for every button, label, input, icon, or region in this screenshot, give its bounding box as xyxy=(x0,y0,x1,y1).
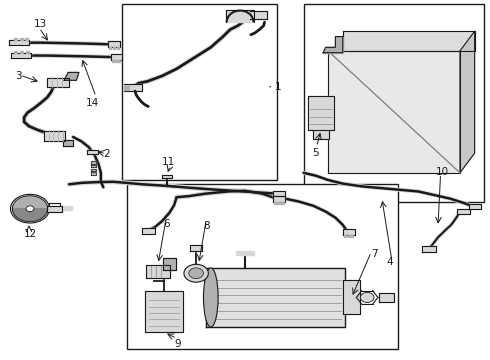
Polygon shape xyxy=(20,38,23,40)
Polygon shape xyxy=(190,244,202,251)
Polygon shape xyxy=(91,161,97,164)
Polygon shape xyxy=(343,280,360,315)
Polygon shape xyxy=(145,291,183,332)
Polygon shape xyxy=(26,51,28,53)
Text: 6: 6 xyxy=(163,220,170,229)
Polygon shape xyxy=(308,96,334,130)
Polygon shape xyxy=(119,59,121,62)
Bar xyxy=(127,184,398,348)
Polygon shape xyxy=(112,59,114,62)
Polygon shape xyxy=(14,38,17,40)
Text: 4: 4 xyxy=(387,257,393,267)
Text: 13: 13 xyxy=(34,19,47,30)
Text: 2: 2 xyxy=(103,149,110,159)
Polygon shape xyxy=(9,40,29,45)
Polygon shape xyxy=(25,38,27,40)
Bar xyxy=(304,4,485,202)
Text: 14: 14 xyxy=(86,98,99,108)
Polygon shape xyxy=(87,149,98,154)
Polygon shape xyxy=(457,209,470,214)
Circle shape xyxy=(184,264,208,282)
Polygon shape xyxy=(91,165,97,167)
Polygon shape xyxy=(278,202,280,204)
Text: 12: 12 xyxy=(24,229,37,239)
Polygon shape xyxy=(91,168,97,171)
Polygon shape xyxy=(44,131,65,140)
Circle shape xyxy=(360,292,374,302)
Polygon shape xyxy=(469,204,481,210)
Polygon shape xyxy=(162,175,172,178)
Polygon shape xyxy=(12,209,48,221)
Polygon shape xyxy=(281,202,284,204)
Circle shape xyxy=(26,206,34,212)
Text: 11: 11 xyxy=(162,157,175,167)
Ellipse shape xyxy=(203,268,218,327)
Polygon shape xyxy=(206,268,345,327)
Polygon shape xyxy=(143,228,155,234)
Text: 8: 8 xyxy=(203,221,210,231)
Polygon shape xyxy=(14,51,17,53)
Polygon shape xyxy=(117,46,119,49)
Polygon shape xyxy=(274,202,277,204)
Polygon shape xyxy=(236,251,254,255)
Polygon shape xyxy=(47,206,62,212)
Text: 9: 9 xyxy=(174,338,181,348)
Polygon shape xyxy=(115,59,117,62)
Polygon shape xyxy=(12,196,48,209)
Polygon shape xyxy=(113,46,115,49)
Polygon shape xyxy=(273,196,285,202)
Polygon shape xyxy=(351,235,353,237)
Polygon shape xyxy=(108,41,121,46)
Text: 10: 10 xyxy=(436,167,449,177)
Text: 3: 3 xyxy=(15,71,22,81)
Polygon shape xyxy=(347,235,349,237)
Polygon shape xyxy=(47,78,69,87)
Bar xyxy=(122,4,277,180)
Polygon shape xyxy=(343,229,355,235)
Polygon shape xyxy=(58,206,72,210)
Polygon shape xyxy=(20,51,23,53)
Polygon shape xyxy=(111,54,122,59)
Polygon shape xyxy=(163,258,175,270)
Polygon shape xyxy=(460,31,475,173)
Polygon shape xyxy=(273,191,285,196)
Polygon shape xyxy=(344,235,346,237)
Polygon shape xyxy=(422,246,436,252)
Text: 5: 5 xyxy=(313,148,319,158)
Polygon shape xyxy=(11,53,31,58)
Polygon shape xyxy=(343,31,475,51)
Polygon shape xyxy=(314,130,329,139)
Polygon shape xyxy=(91,172,97,175)
Polygon shape xyxy=(328,51,460,173)
Text: 7: 7 xyxy=(371,248,378,258)
Circle shape xyxy=(189,268,203,279)
Polygon shape xyxy=(379,293,394,302)
Polygon shape xyxy=(64,72,79,80)
Polygon shape xyxy=(63,140,73,146)
Text: 1: 1 xyxy=(274,82,281,92)
Polygon shape xyxy=(109,46,111,49)
Polygon shape xyxy=(147,265,170,278)
Circle shape xyxy=(10,194,49,223)
Polygon shape xyxy=(323,37,343,53)
